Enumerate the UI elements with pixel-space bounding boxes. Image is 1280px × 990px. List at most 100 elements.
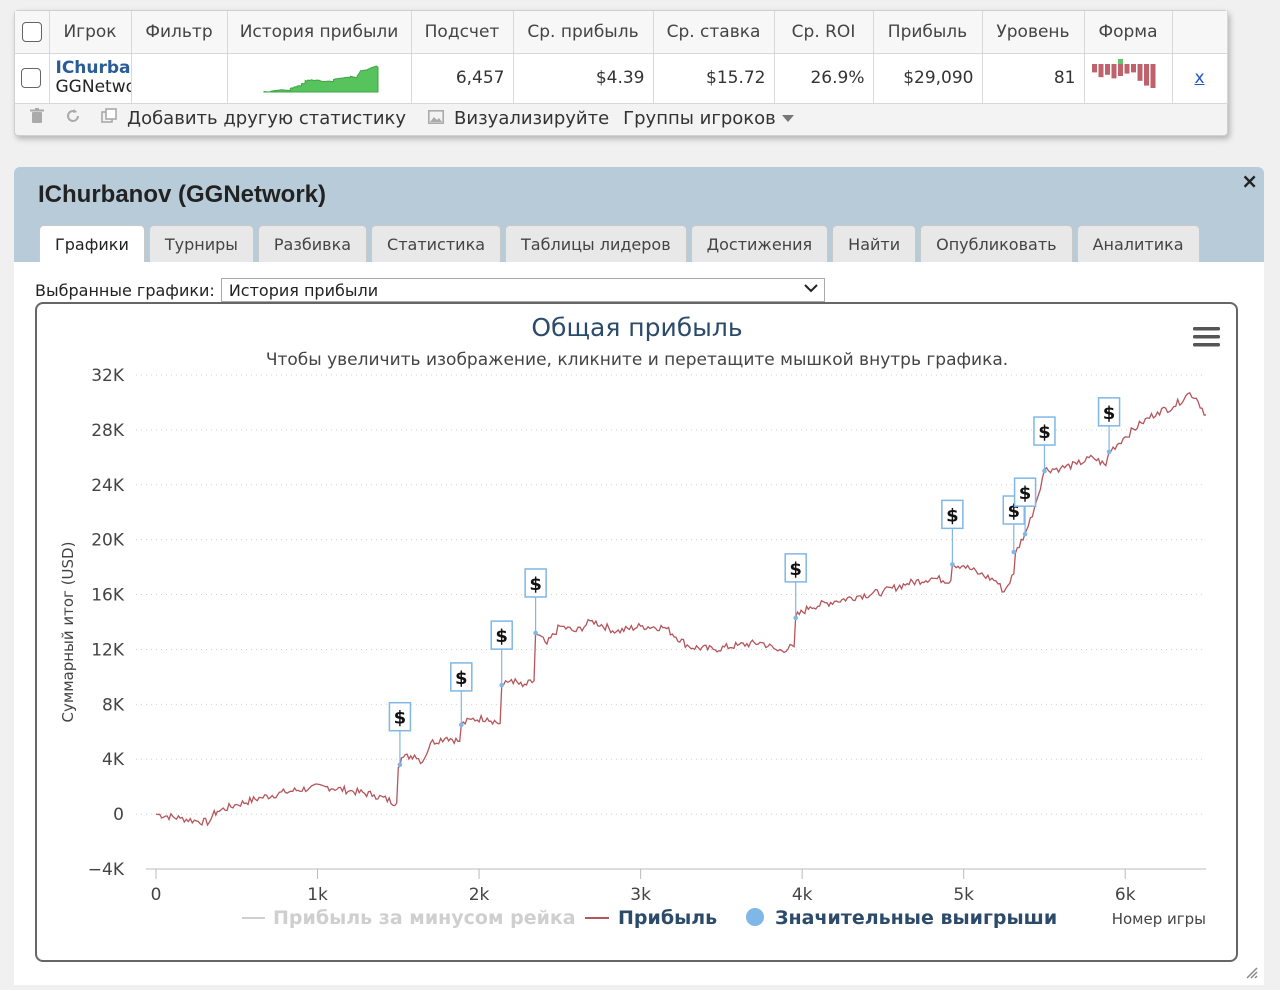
tab-find[interactable]: Найти: [832, 225, 917, 262]
chart-title: Общая прибыль: [531, 313, 742, 342]
big-win-point[interactable]: [397, 762, 403, 768]
chart-container[interactable]: Общая прибыль Чтобы увеличить изображение…: [35, 302, 1238, 962]
player-cell: IChurbanov GGNetwork: [49, 53, 132, 104]
big-win-point[interactable]: [459, 722, 464, 728]
player-name-link[interactable]: IChurbanov: [55, 58, 131, 78]
panel-title: IChurbanov (GGNetwork): [38, 181, 327, 208]
trash-icon[interactable]: [29, 108, 45, 128]
tab-graphs[interactable]: Графики: [39, 225, 145, 262]
close-icon[interactable]: ×: [1241, 169, 1258, 193]
x-tick-label: 6k: [1115, 885, 1136, 905]
remove-row-link[interactable]: x: [1194, 68, 1205, 88]
big-win-point[interactable]: [1106, 449, 1112, 455]
column-header[interactable]: Игрок: [49, 11, 132, 54]
big-win-label: $: [529, 574, 542, 595]
big-win-flag[interactable]: $: [450, 662, 473, 725]
visualize-button[interactable]: Визуализируйте: [454, 107, 610, 129]
form-bar-highlight: [1118, 58, 1123, 64]
column-header[interactable]: Прибыль: [873, 11, 983, 54]
profit-chart[interactable]: Общая прибыль Чтобы увеличить изображение…: [37, 304, 1236, 960]
big-win-label: $: [455, 668, 468, 689]
big-win-flag[interactable]: $: [1013, 477, 1037, 535]
form-bar: [1144, 63, 1149, 86]
column-header[interactable]: Подсчет: [411, 11, 514, 54]
column-header[interactable]: Фильтр: [131, 11, 228, 54]
avg-profit-cell: $4.39: [513, 53, 654, 104]
x-tick-label: 1k: [307, 885, 328, 905]
y-tick-label: 12K: [91, 640, 125, 660]
y-tick-label: 32K: [91, 366, 125, 386]
profit-history-cell[interactable]: [227, 53, 412, 104]
big-win-label: $: [495, 626, 508, 647]
tab-tournaments[interactable]: Турниры: [148, 225, 254, 262]
column-header[interactable]: Ср. ставка: [653, 11, 775, 54]
legend-item-profit[interactable]: Прибыль: [585, 907, 717, 929]
count-cell: 6,457: [411, 53, 514, 104]
graph-select-row: Выбранные графики: История прибыли: [35, 278, 825, 302]
table-header-row: Игрок Фильтр История прибыли Подсчет Ср.…: [15, 11, 1228, 54]
y-tick-label: 0: [113, 805, 124, 825]
column-header[interactable]: Форма: [1084, 11, 1173, 54]
player-groups-dropdown[interactable]: Группы игроков: [623, 108, 794, 129]
avg-stake-cell: $15.72: [653, 53, 775, 104]
x-tick-label: 0: [151, 885, 162, 905]
big-win-flag[interactable]: $: [524, 568, 547, 633]
big-win-point[interactable]: [533, 630, 538, 636]
remove-cell: x: [1172, 53, 1228, 104]
legend-label: Прибыль: [618, 907, 717, 929]
x-tick-label: 3k: [630, 885, 651, 905]
chevron-down-icon: [781, 115, 794, 122]
tab-leaderboards[interactable]: Таблицы лидеров: [505, 225, 687, 262]
tab-achievements[interactable]: Достижения: [690, 225, 829, 262]
big-win-point[interactable]: [499, 682, 504, 688]
stats-toolbar: Добавить другую статистику Визуализируйт…: [15, 99, 1227, 137]
big-win-point[interactable]: [950, 562, 955, 567]
big-win-flag[interactable]: $: [1033, 416, 1056, 472]
y-tick-label: 8K: [102, 695, 125, 715]
form-chart: [1092, 58, 1156, 88]
graph-select-value: История прибыли: [228, 280, 379, 300]
big-win-point[interactable]: [1011, 549, 1017, 555]
big-win-flag[interactable]: $: [1097, 397, 1121, 452]
column-header[interactable]: Ср. прибыль: [513, 11, 654, 54]
big-win-flag[interactable]: $: [388, 701, 412, 765]
select-all-checkbox[interactable]: [21, 21, 42, 42]
x-tick-label: 5k: [953, 885, 974, 905]
chart-subtitle: Чтобы увеличить изображение, кликните и …: [266, 350, 1008, 370]
add-stat-button[interactable]: Добавить другую статистику: [127, 107, 407, 129]
chevron-down-icon: [804, 280, 818, 299]
tab-breakdown[interactable]: Разбивка: [257, 225, 368, 262]
column-header[interactable]: История прибыли: [227, 11, 412, 54]
avg-roi-cell: 26.9%: [774, 53, 874, 104]
form-bar: [1092, 63, 1097, 72]
big-win-flag[interactable]: $: [784, 553, 807, 618]
big-win-point[interactable]: [793, 615, 798, 621]
refresh-icon[interactable]: [65, 108, 81, 128]
tab-statistics[interactable]: Статистика: [371, 225, 502, 262]
tab-analytics[interactable]: Аналитика: [1076, 225, 1200, 262]
tab-publish[interactable]: Опубликовать: [920, 225, 1073, 262]
profit-cell: $29,090: [873, 53, 983, 104]
resize-grip-icon[interactable]: [1244, 965, 1258, 979]
big-win-flag[interactable]: $: [941, 499, 964, 565]
filter-cell[interactable]: [131, 53, 228, 104]
big-win-point[interactable]: [1022, 531, 1028, 537]
row-checkbox[interactable]: [20, 68, 41, 88]
graph-select[interactable]: История прибыли: [220, 278, 825, 302]
table-row: IChurbanov GGNetwork 6,457 $4.39 $15.72 …: [15, 53, 1228, 104]
column-header[interactable]: Ср. ROI: [774, 11, 874, 54]
form-bar: [1118, 63, 1123, 76]
form-cell: [1084, 53, 1173, 104]
big-win-flag[interactable]: $: [490, 620, 513, 686]
big-win-point[interactable]: [1042, 468, 1047, 474]
chart-menu-icon[interactable]: [1193, 327, 1220, 347]
legend-item-net-rake[interactable]: Прибыль за минусом рейка: [242, 907, 576, 929]
image-icon[interactable]: [428, 109, 445, 128]
profit-sparkline: [263, 64, 378, 93]
legend-item-big-wins[interactable]: Значительные выигрыши: [746, 907, 1057, 929]
row-select-cell: [15, 53, 50, 104]
copy-icon[interactable]: [101, 108, 117, 128]
profit-series-line[interactable]: [155, 391, 1207, 827]
y-tick-label: 28K: [91, 421, 125, 441]
column-header[interactable]: Уровень: [982, 11, 1085, 54]
